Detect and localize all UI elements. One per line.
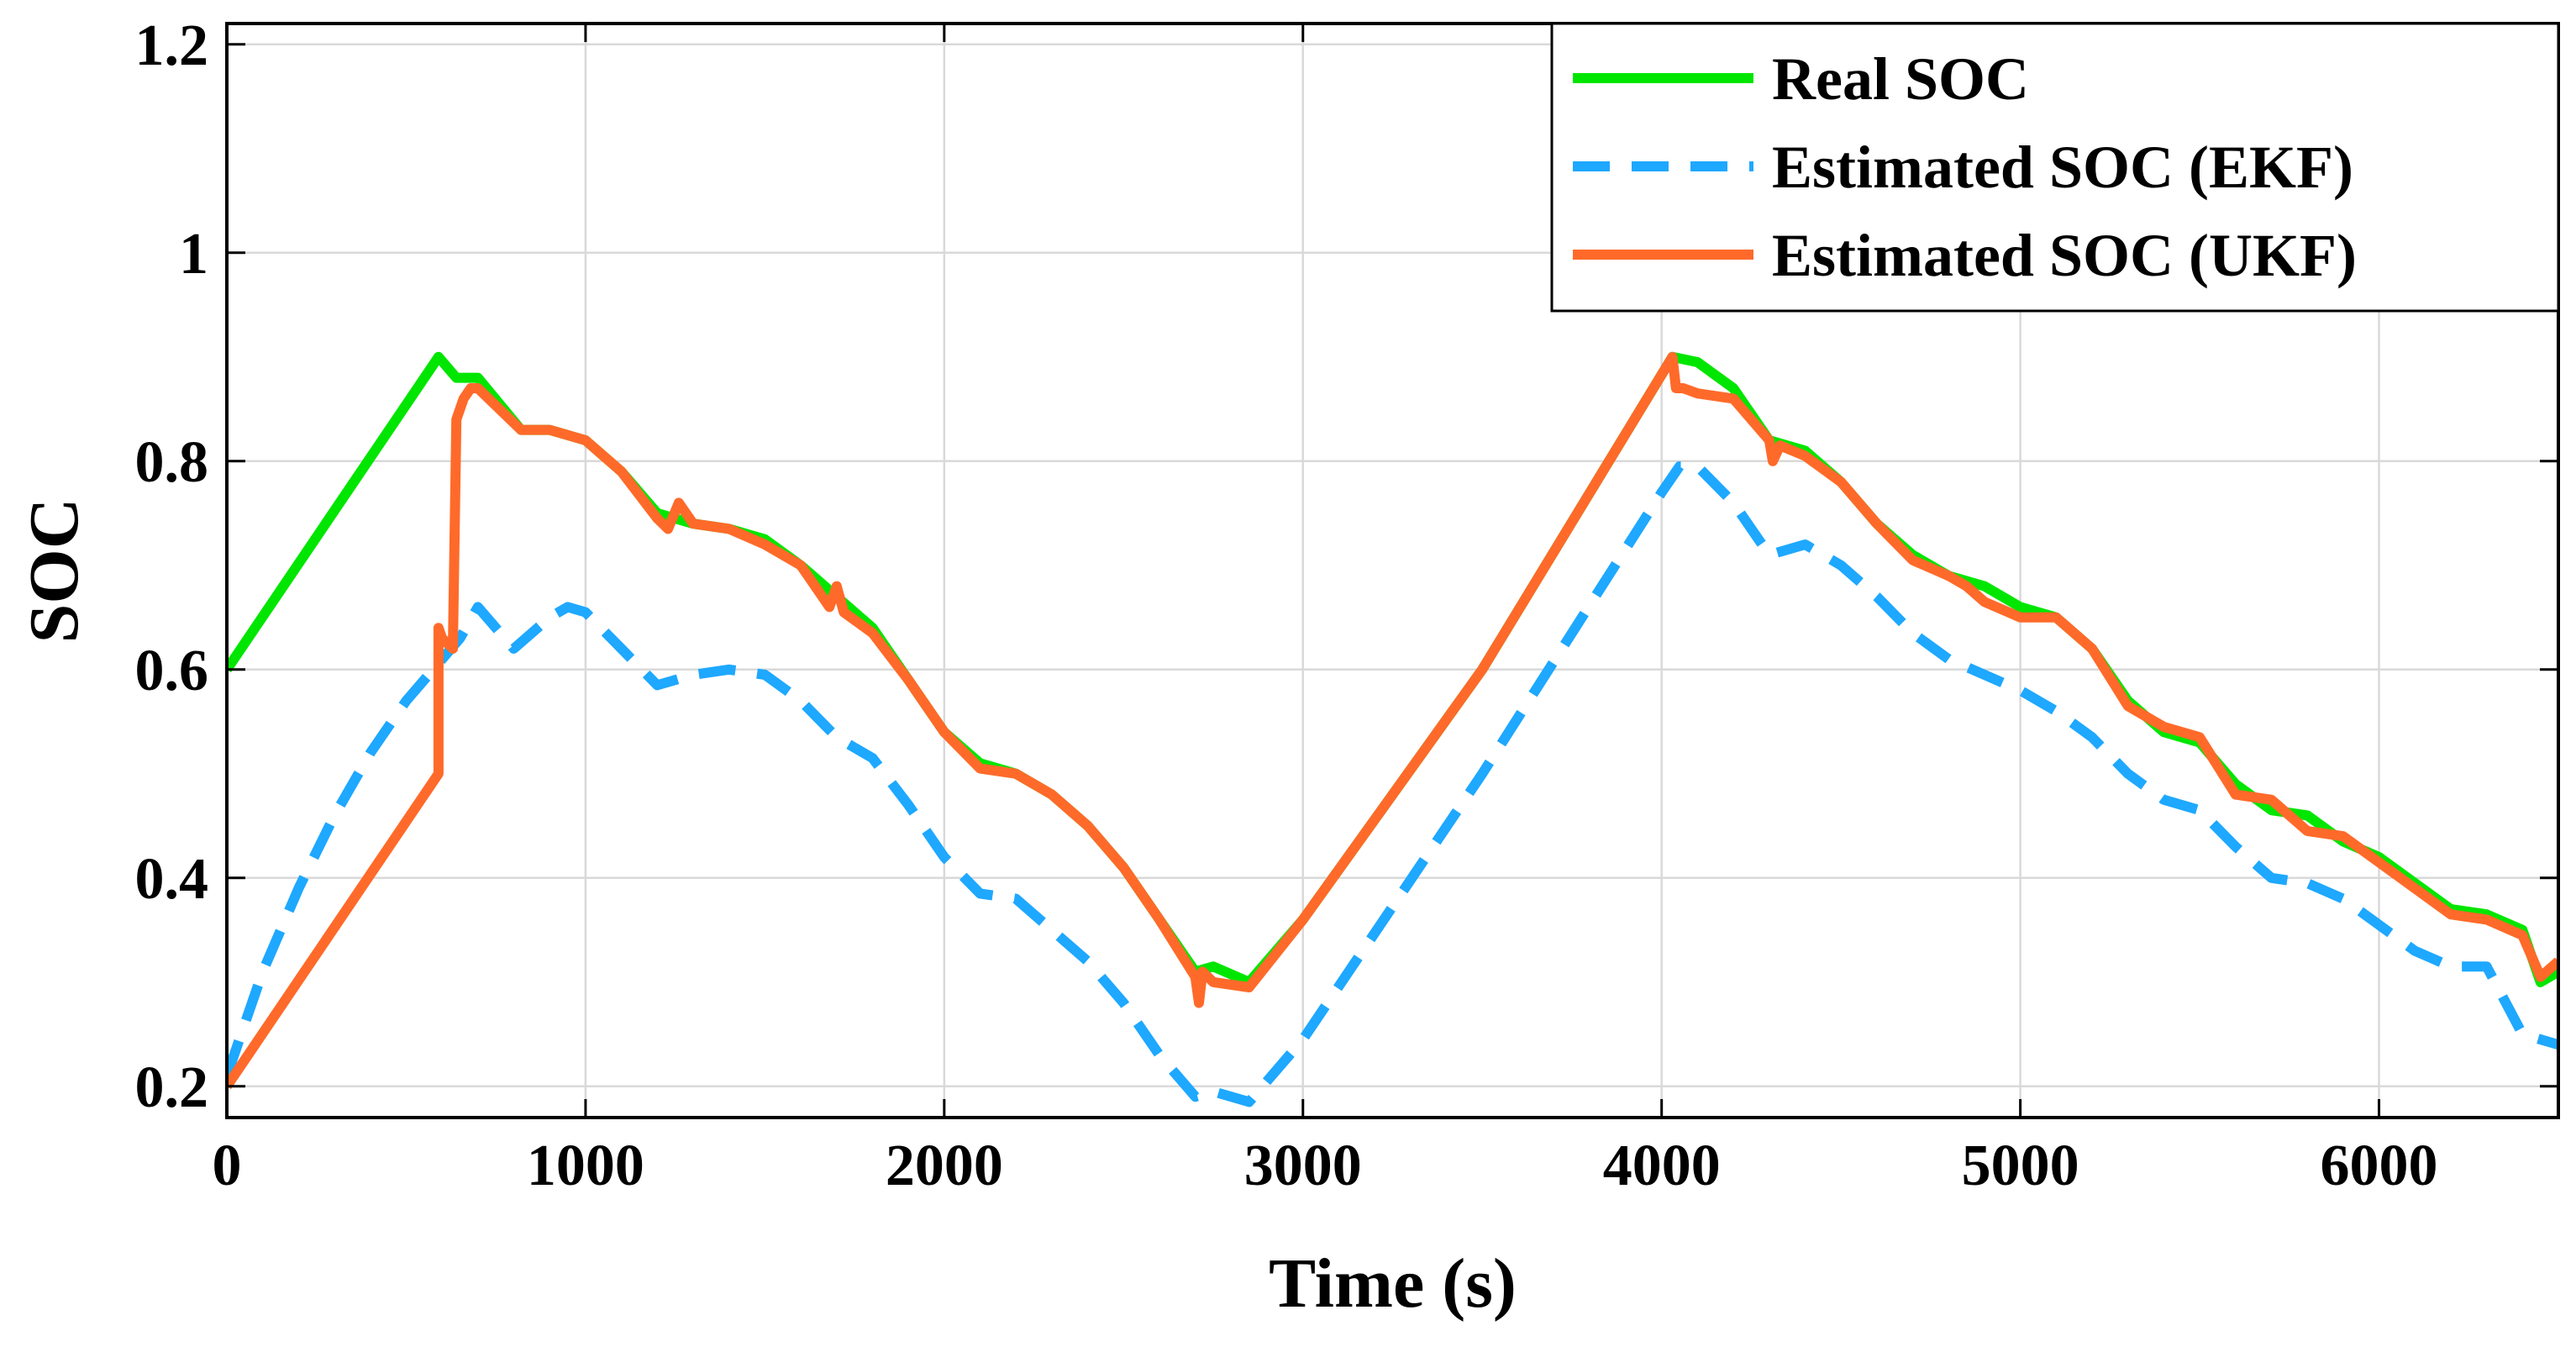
- legend: Real SOC Estimated SOC (EKF) Estimated SOC…: [1550, 22, 2560, 313]
- x-tick-label: 4000: [1603, 1134, 1721, 1198]
- axes-box: [225, 22, 2560, 1119]
- x-tick-label: 1000: [527, 1134, 644, 1198]
- x-tick-label: 3000: [1244, 1134, 1362, 1198]
- y-tick-label: 0.8: [135, 430, 209, 495]
- x-tick-label: 6000: [2321, 1134, 2438, 1198]
- legend-label: Estimated SOC (EKF): [1772, 134, 2353, 201]
- legend-label: Real SOC: [1772, 45, 2029, 113]
- x-tick-label: 2000: [886, 1134, 1003, 1198]
- series-line-estimated-soc-ekf: [227, 461, 2558, 1107]
- ticks: 0 1000 2000 3000 4000 5000 6000 0.2 0.4 0.6 0.8 1 1.…: [135, 13, 2558, 1198]
- x-tick-label: 5000: [1962, 1134, 2079, 1198]
- y-tick-label: 0.2: [135, 1055, 209, 1120]
- series-layer: [227, 351, 2558, 1107]
- legend-label: Estimated SOC (UKF): [1772, 222, 2357, 289]
- y-tick-label: 0.6: [135, 639, 209, 703]
- y-tick-label: 0.4: [135, 847, 209, 912]
- series-line-estimated-soc-ukf: [227, 351, 2558, 1090]
- y-tick-label: 1.2: [135, 13, 209, 78]
- y-axis-title: SOC: [15, 498, 93, 644]
- x-tick-label: 0: [213, 1134, 242, 1198]
- x-axis-title: Time (s): [1269, 1244, 1517, 1323]
- y-tick-label: 1: [179, 222, 208, 287]
